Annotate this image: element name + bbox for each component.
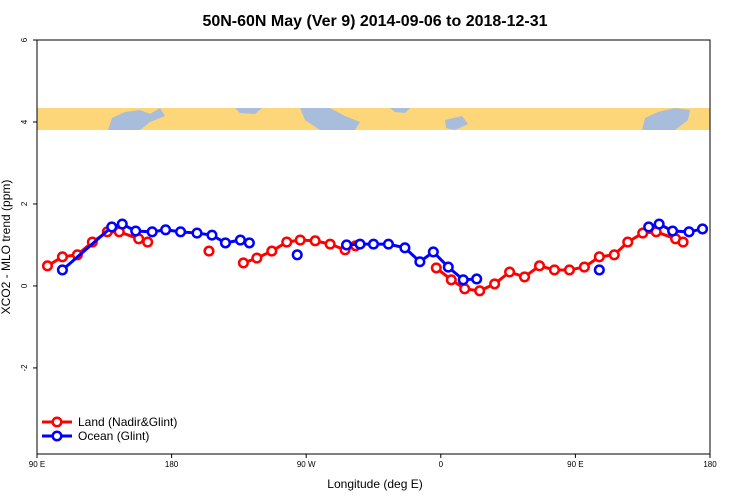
data-point bbox=[130, 225, 142, 237]
y-tick-label: 4 bbox=[20, 119, 29, 124]
data-point bbox=[354, 238, 366, 250]
data-point bbox=[56, 264, 68, 276]
data-point bbox=[533, 260, 546, 272]
data-point bbox=[291, 249, 303, 261]
data-point bbox=[234, 234, 246, 246]
x-tick-label: 0 bbox=[439, 460, 444, 469]
data-point bbox=[608, 249, 620, 261]
legend-label: Land (Nadir&Glint) bbox=[78, 415, 177, 429]
data-point bbox=[206, 229, 218, 241]
data-point bbox=[593, 251, 605, 263]
data-point bbox=[519, 271, 531, 283]
data-point bbox=[459, 283, 471, 295]
data-point bbox=[504, 266, 516, 278]
data-point bbox=[281, 236, 293, 248]
data-point bbox=[116, 218, 128, 230]
data-point bbox=[489, 278, 501, 290]
legend-label: Ocean (Glint) bbox=[78, 429, 149, 443]
data-point bbox=[622, 236, 634, 248]
chart-title: 50N-60N May (Ver 9) 2014-09-06 to 2018-1… bbox=[202, 13, 547, 30]
data-point bbox=[442, 261, 454, 273]
data-point bbox=[294, 234, 306, 246]
data-point bbox=[243, 237, 255, 249]
plot-frame bbox=[36, 39, 711, 455]
data-point bbox=[445, 274, 457, 286]
data-point bbox=[175, 226, 187, 238]
map-land bbox=[445, 116, 468, 130]
map-land bbox=[235, 108, 262, 114]
data-point bbox=[142, 236, 154, 248]
x-tick-label: 90 W bbox=[297, 460, 316, 469]
data-point bbox=[219, 237, 231, 249]
y-tick-label: 6 bbox=[20, 37, 29, 42]
data-point bbox=[667, 225, 679, 237]
map-land bbox=[300, 108, 360, 130]
data-point bbox=[548, 264, 561, 276]
data-point bbox=[474, 285, 486, 297]
data-point bbox=[563, 264, 575, 276]
series-line bbox=[61, 222, 703, 282]
data-point bbox=[430, 262, 442, 274]
data-point bbox=[593, 264, 605, 276]
legend-marker bbox=[51, 430, 63, 442]
x-tick-label: 180 bbox=[165, 460, 179, 469]
data-point bbox=[677, 236, 689, 248]
y-tick-label: -2 bbox=[20, 364, 29, 372]
data-point bbox=[309, 235, 321, 247]
data-point bbox=[427, 246, 439, 258]
y-tick-label: 0 bbox=[20, 283, 29, 288]
y-tick-label: 2 bbox=[20, 201, 29, 206]
data-point bbox=[341, 239, 353, 251]
data-point bbox=[471, 273, 483, 285]
map-land bbox=[108, 108, 165, 130]
data-point bbox=[578, 261, 590, 273]
data-point bbox=[203, 245, 215, 257]
data-point bbox=[160, 224, 172, 236]
legend-marker bbox=[51, 416, 63, 428]
data-point bbox=[324, 238, 336, 250]
data-point bbox=[266, 245, 278, 257]
data-point bbox=[146, 226, 158, 238]
data-point bbox=[191, 227, 203, 239]
data-point bbox=[653, 218, 665, 230]
map-background bbox=[37, 108, 710, 130]
map-land bbox=[642, 108, 690, 130]
data-point bbox=[251, 252, 263, 264]
x-tick-label: 90 E bbox=[567, 460, 583, 469]
x-axis-label: Longitude (deg E) bbox=[327, 477, 422, 491]
data-point bbox=[683, 226, 695, 238]
data-point bbox=[367, 238, 380, 250]
x-tick-label: 90 E bbox=[29, 460, 45, 469]
data-point bbox=[237, 257, 249, 269]
data-point bbox=[106, 221, 118, 233]
data-point bbox=[382, 238, 395, 250]
data-point bbox=[457, 274, 469, 286]
data-point bbox=[41, 260, 54, 272]
y-axis-label: XCO2 - MLO trend (ppm) bbox=[0, 180, 13, 315]
data-point bbox=[399, 242, 411, 254]
data-point bbox=[696, 223, 709, 235]
data-point bbox=[56, 251, 68, 263]
map-strip bbox=[37, 108, 710, 130]
x-tick-label: 180 bbox=[703, 460, 717, 469]
map-land bbox=[390, 108, 410, 113]
data-point bbox=[414, 256, 426, 268]
data-point bbox=[643, 221, 655, 233]
